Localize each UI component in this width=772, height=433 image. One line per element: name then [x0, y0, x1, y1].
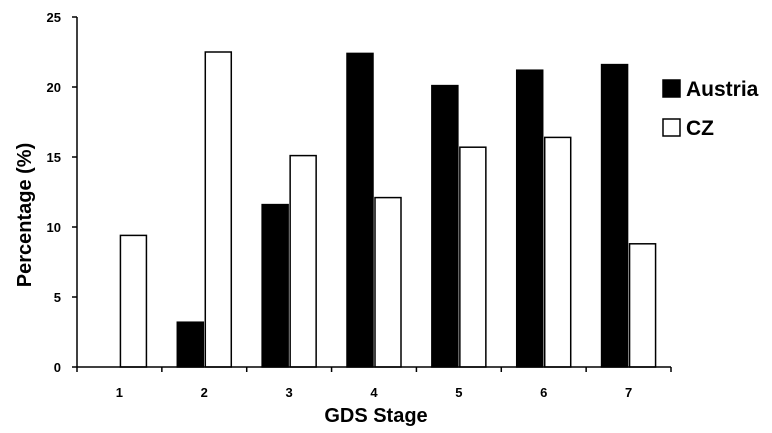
y-tick-label: 10	[47, 220, 61, 235]
y-tick-label: 20	[47, 80, 61, 95]
y-tick-label: 0	[54, 360, 61, 375]
legend-swatch-austria	[662, 79, 681, 98]
bar-cz-stage-6	[543, 136, 572, 368]
bar-cz-stage-7	[628, 243, 657, 368]
y-tick-label: 15	[47, 150, 61, 165]
bar-cz-stage-2	[204, 51, 233, 368]
x-tick-label: 5	[455, 385, 462, 400]
x-tick-label: 1	[116, 385, 123, 400]
bar-austria-stage-5	[431, 84, 459, 368]
bar-austria-stage-4	[346, 52, 374, 368]
legend-label-cz: CZ	[686, 117, 714, 140]
legend: Austria CZ	[662, 78, 759, 140]
bar-cz-stage-4	[374, 196, 402, 368]
x-tick-label: 4	[370, 385, 378, 400]
x-tick-label: 7	[625, 385, 632, 400]
x-axis-title: GDS Stage	[324, 405, 427, 427]
y-axis-ticks: 0 5 10 15 20 25	[47, 10, 77, 375]
x-axis-ticks: 1 2 3 4 5 6 7	[76, 367, 672, 400]
bar-cz-stage-5	[459, 146, 487, 368]
bar-austria-stage-2	[176, 321, 205, 368]
legend-label-austria: Austria	[686, 78, 759, 101]
x-tick-label: 6	[540, 385, 547, 400]
legend-swatch-cz	[662, 118, 681, 137]
bars	[119, 51, 657, 368]
y-axis-title: Percentage (%)	[14, 143, 36, 288]
x-tick-label: 2	[201, 385, 208, 400]
bar-cz-stage-1	[119, 234, 148, 368]
bar-austria-stage-3	[261, 203, 289, 368]
y-tick-label: 25	[47, 10, 61, 25]
bar-austria-stage-6	[515, 69, 544, 368]
y-tick-label: 5	[54, 290, 61, 305]
bar-cz-stage-3	[289, 154, 317, 368]
x-tick-label: 3	[286, 385, 293, 400]
bar-austria-stage-7	[600, 63, 629, 368]
